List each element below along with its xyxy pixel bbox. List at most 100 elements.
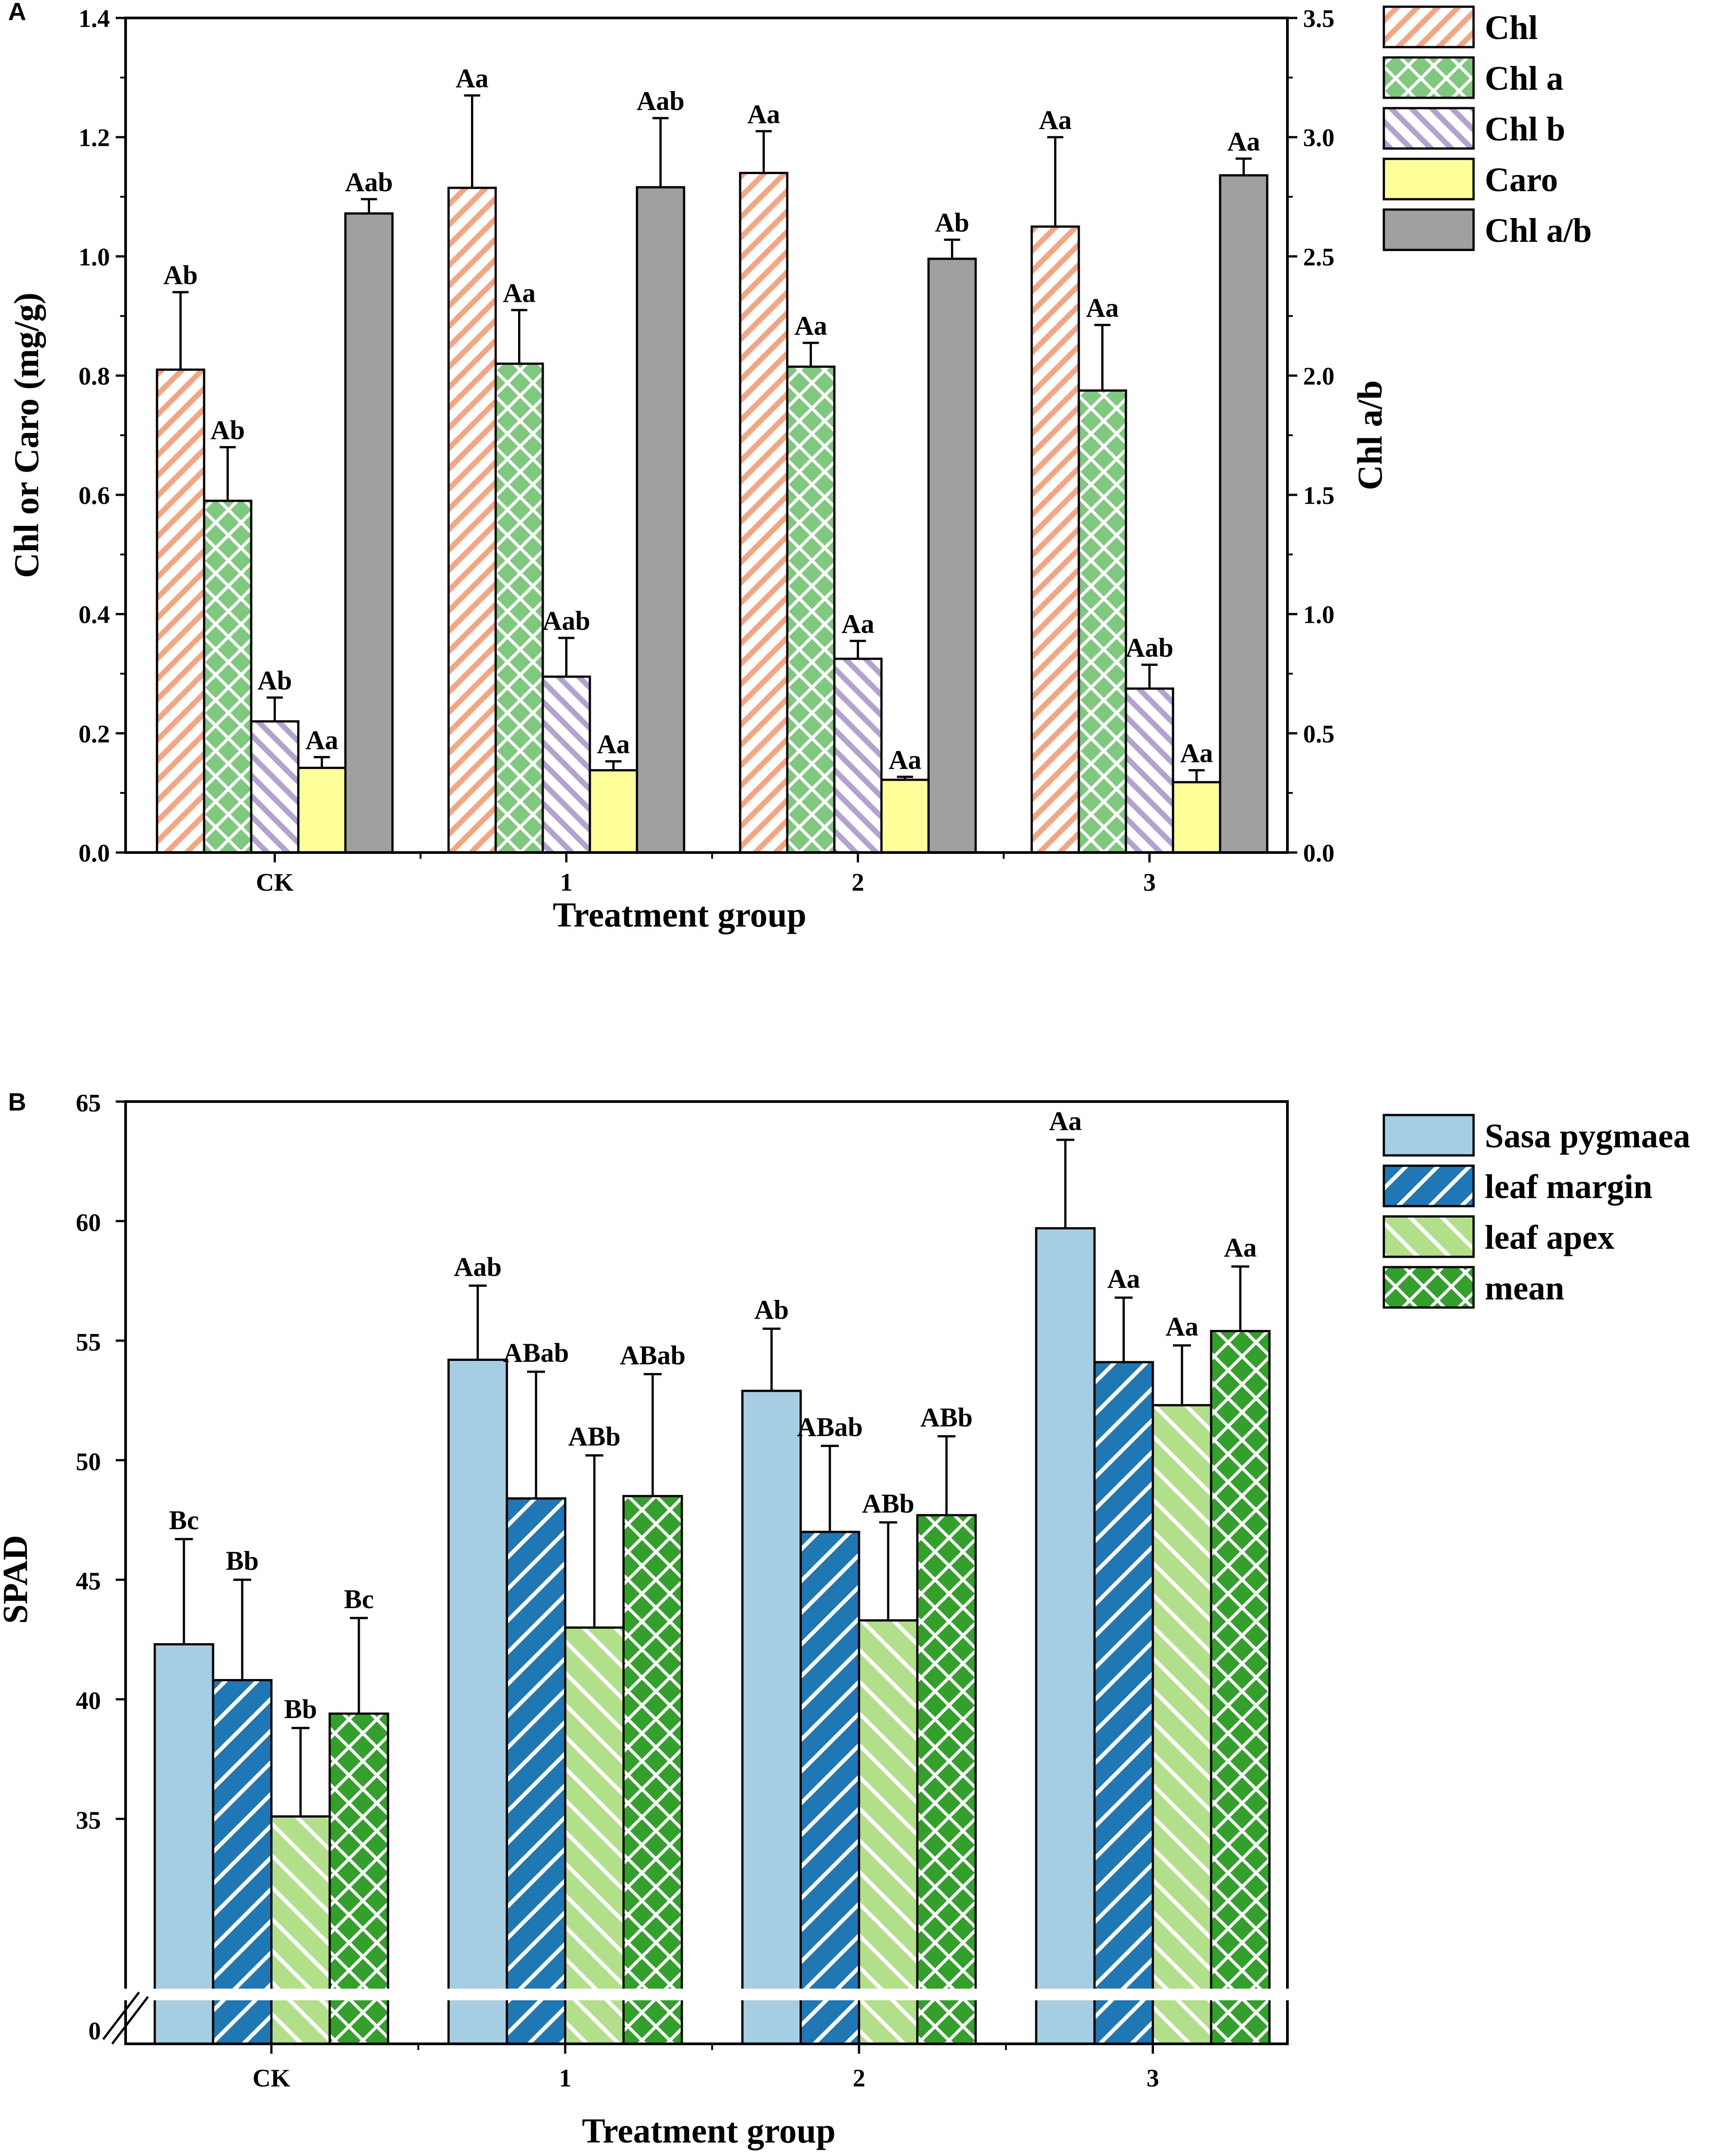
b-sasa-pygmaea-ck-sig-label: Bc (169, 1505, 199, 1535)
a-chl-a-3-bar (1077, 389, 1127, 854)
a-chl-1-sig-label: Aa (456, 64, 488, 93)
b-mean-1-sig-label: ABab (620, 1340, 686, 1370)
a-ytick-left-label-0: 0.0 (78, 840, 110, 867)
b-xtick-label-3: 3 (1147, 2064, 1159, 2092)
b-legend-swatch-sasa-pygmaea (1382, 1114, 1475, 1157)
b-mean-ck-sig-label: Bc (344, 1584, 374, 1614)
a-chl-a-b-3-bar (1219, 174, 1269, 854)
b-leaf-margin-1-bar (506, 1497, 567, 2045)
b-leaf-apex-1-bar (564, 1626, 625, 2045)
panel-a: A Ab Ab Ab Aa Aab CK Aa Aa Aab Aa Aab 1 Aa Aa Aa Aa Ab 2 Aa… (7, 0, 1592, 934)
a-legend-swatch-chl-a (1382, 56, 1475, 99)
b-mean-3-sig-label: Aa (1224, 1233, 1256, 1263)
a-caro-3-sig-label: Aa (1180, 739, 1213, 768)
b-xtick-label-2: 2 (853, 2064, 865, 2092)
b-leaf-margin-ck-sig-label: Bb (226, 1546, 258, 1576)
a-chl-a-3-sig-label: Aa (1086, 293, 1119, 323)
b-axis-break-mark (111, 1996, 149, 2045)
a-chl-b-ck-bar (250, 720, 300, 854)
b-leaf-margin-2-bar (799, 1531, 860, 2045)
a-chl-a-b-1-bar (636, 186, 685, 854)
a-legend-label-chl-a-b: Chl a/b (1485, 212, 1592, 249)
a-ytick-left-label-6: 1.2 (78, 124, 110, 152)
a-chl-2-bar (739, 171, 789, 854)
b-y-axis-title: SPAD (0, 1535, 35, 1624)
a-y-axis-title-right: Chl a/b (1350, 380, 1389, 490)
b-leaf-apex-1-sig-label: ABb (568, 1422, 621, 1452)
a-caro-2-bar (880, 778, 930, 854)
b-sasa-pygmaea-3-sig-label: Aa (1049, 1106, 1082, 1136)
a-legend-label-caro: Caro (1485, 161, 1558, 199)
a-x-axis-title: Treatment group (553, 895, 806, 934)
a-legend-label-chl-b: Chl b (1485, 110, 1566, 148)
b-ytick-label-0: 35 (76, 1807, 101, 1835)
a-ytick-right-label-3: 1.5 (1303, 482, 1334, 510)
b-leaf-margin-2-sig-label: ABab (797, 1412, 863, 1442)
b-legend-label-mean: mean (1485, 1269, 1564, 1307)
a-legend-label-chl: Chl (1485, 9, 1538, 47)
a-xtick-label-ck: CK (256, 869, 294, 897)
b-leaf-margin-3-sig-label: Aa (1107, 1264, 1140, 1294)
b-legend-swatch-leaf-apex (1382, 1215, 1475, 1258)
a-chl-b-3-bar (1125, 687, 1174, 854)
a-chl-3-bar (1030, 225, 1080, 854)
b-sasa-pygmaea-3-bar (1035, 1227, 1096, 2045)
b-ytick-label-2: 45 (76, 1568, 101, 1596)
b-leaf-apex-2-sig-label: ABb (862, 1489, 915, 1518)
b-leaf-margin-ck-bar (212, 1679, 273, 2045)
a-caro-ck-sig-label: Aa (305, 725, 338, 755)
a-legend-swatch-caro (1382, 157, 1475, 201)
a-caro-1-sig-label: Aa (597, 730, 630, 759)
b-ytick-label-6: 65 (76, 1089, 101, 1117)
b-legend-label-sasa-pygmaea: Sasa pygmaea (1485, 1117, 1690, 1155)
a-chl-a-b-ck-bar (344, 212, 394, 854)
b-ytick-label-5: 60 (76, 1209, 101, 1237)
b-sasa-pygmaea-1-sig-label: Aab (454, 1252, 502, 1281)
b-leaf-apex-2-bar (858, 1619, 919, 2045)
a-chl-a-1-bar (494, 363, 544, 854)
a-ytick-left-label-7: 1.4 (78, 5, 110, 33)
b-sasa-pygmaea-2-bar (741, 1390, 802, 2045)
a-ytick-left-label-2: 0.4 (78, 601, 110, 629)
panel-label-b: B (8, 1088, 26, 1116)
a-chl-b-2-sig-label: Aa (842, 609, 874, 638)
a-ytick-right-label-1: 0.5 (1303, 720, 1334, 748)
b-sasa-pygmaea-ck-bar (153, 1643, 214, 2045)
b-leaf-margin-1-sig-label: ABab (503, 1338, 569, 1368)
a-chl-b-3-sig-label: Aab (1125, 633, 1173, 663)
a-ytick-left-label-1: 0.2 (78, 720, 110, 748)
b-ytick-label-zero: 0 (88, 2017, 101, 2045)
a-chl-b-2-bar (833, 657, 883, 854)
b-mean-2-sig-label: ABb (920, 1403, 973, 1432)
a-chl-a-1-sig-label: Aa (503, 278, 536, 308)
a-xtick-label-1: 1 (560, 869, 573, 897)
b-sasa-pygmaea-2-sig-label: Ab (754, 1295, 789, 1325)
a-legend-swatch-chl (1382, 5, 1475, 48)
b-axis-break-band (105, 1989, 1308, 2000)
b-leaf-apex-3-sig-label: Aa (1165, 1312, 1198, 1342)
b-leaf-margin-3-bar (1093, 1361, 1154, 2045)
a-chl-a-b-ck-sig-label: Aab (345, 167, 393, 197)
a-xtick-label-3: 3 (1143, 869, 1156, 897)
b-mean-1-bar (622, 1495, 683, 2045)
a-chl-a-b-2-bar (927, 258, 977, 854)
a-caro-ck-bar (297, 766, 347, 854)
b-ytick-label-3: 50 (76, 1448, 101, 1476)
a-chl-a-ck-bar (203, 499, 253, 854)
a-chl-3-sig-label: Aa (1039, 105, 1072, 135)
a-chl-ck-sig-label: Ab (163, 260, 198, 290)
a-xtick-label-2: 2 (852, 869, 864, 897)
b-axis-break-mark (102, 1991, 140, 2040)
a-chl-ck-bar (156, 368, 205, 854)
a-ytick-left-label-3: 0.6 (78, 482, 110, 510)
panel-b: B Bc Bb Bb Bc CK Aab ABab ABb ABab 1 Ab ABab ABb ABb 2 A… (0, 1088, 1690, 2150)
a-ytick-right-label-7: 3.5 (1303, 5, 1334, 33)
b-xtick-label-ck: CK (253, 2064, 290, 2092)
a-chl-a-b-3-sig-label: Aa (1227, 127, 1260, 157)
a-legend-swatch-chl-a-b (1382, 208, 1475, 251)
a-ytick-right-label-4: 2.0 (1303, 363, 1334, 390)
a-ytick-right-label-6: 3.0 (1303, 124, 1334, 152)
a-chl-b-1-bar (541, 675, 591, 854)
b-ytick-label-1: 40 (76, 1687, 101, 1715)
